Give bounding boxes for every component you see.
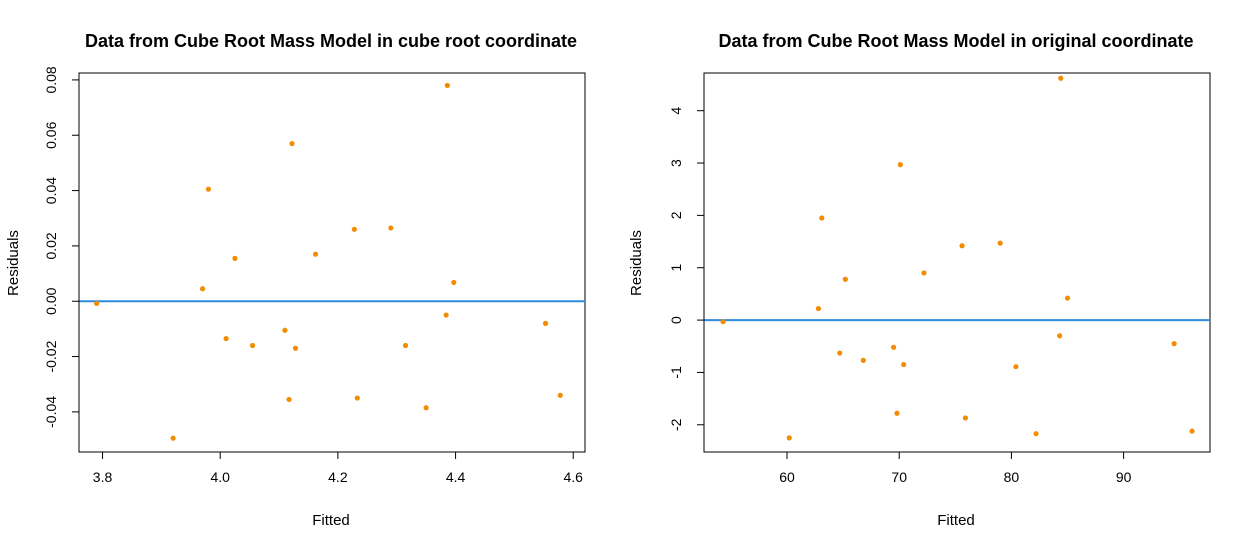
right-y-tick-label: -2 — [668, 418, 684, 431]
right-data-point — [891, 344, 897, 350]
left-data-point — [282, 327, 288, 333]
right-data-point — [837, 350, 843, 356]
left-x-axis-label: Fitted — [312, 512, 350, 529]
right-x-tick-label: 60 — [779, 469, 795, 485]
left-x-tick-label: 4.2 — [328, 469, 348, 485]
left-data-point — [232, 255, 238, 261]
left-data-point — [292, 345, 299, 351]
left-y-tick-label: 0.08 — [43, 66, 59, 93]
left-y-tick-label: 0.04 — [43, 177, 59, 204]
left-chart-title: Data from Cube Root Mass Model in cube r… — [85, 31, 577, 51]
right-chart-title: Data from Cube Root Mass Model in origin… — [718, 31, 1193, 51]
left-data-point — [205, 186, 212, 192]
left-plot-frame — [78, 72, 586, 453]
left-data-point — [94, 300, 100, 307]
right-x-tick-label: 90 — [1116, 469, 1132, 485]
right-x-tick-label: 80 — [1004, 469, 1020, 485]
left-x-tick-label: 4.4 — [446, 469, 466, 485]
left-data-point — [351, 226, 357, 232]
right-data-point — [1057, 333, 1063, 339]
right-data-point — [959, 243, 965, 249]
left-data-point — [354, 395, 360, 401]
right-scatter-panel: Data from Cube Root Mass Model in origin… — [628, 31, 1211, 529]
left-data-point — [451, 279, 457, 286]
right-data-point — [842, 276, 848, 282]
right-data-point — [1171, 341, 1177, 347]
left-y-axis-label: Residuals — [5, 230, 22, 296]
right-data-point — [815, 305, 822, 312]
right-y-tick-label: 0 — [668, 316, 684, 324]
left-data-point — [423, 405, 429, 411]
right-y-tick-label: 3 — [668, 159, 684, 167]
left-data-point — [542, 320, 549, 326]
left-data-point — [170, 435, 176, 441]
right-data-point — [720, 319, 726, 325]
left-data-point — [199, 286, 206, 292]
right-y-axis-label: Residuals — [628, 230, 645, 296]
right-data-point — [786, 435, 792, 441]
right-y-tick-label: -1 — [668, 366, 684, 379]
left-data-point — [557, 392, 563, 398]
right-y-tick-label: 1 — [668, 264, 684, 272]
left-x-tick-label: 4.6 — [563, 469, 583, 485]
left-data-point — [444, 82, 450, 89]
right-y-tick-label: 4 — [668, 107, 684, 115]
left-data-point — [223, 335, 229, 342]
left-data-point — [388, 225, 394, 231]
right-data-point — [1189, 428, 1195, 434]
right-data-point — [1013, 364, 1019, 370]
right-data-point — [860, 357, 866, 363]
left-data-point — [286, 396, 292, 403]
right-x-axis-label: Fitted — [937, 512, 975, 529]
right-y-tick-label: 2 — [668, 211, 684, 219]
right-data-point — [897, 162, 903, 168]
right-data-point — [901, 361, 907, 368]
right-plot-frame — [703, 72, 1211, 453]
left-data-point — [312, 251, 319, 257]
right-data-point — [819, 215, 825, 221]
right-data-point — [962, 415, 969, 421]
right-data-point — [1033, 431, 1039, 437]
right-x-tick-label: 70 — [891, 469, 907, 485]
left-x-tick-label: 4.0 — [210, 469, 230, 485]
right-data-point — [1058, 75, 1064, 81]
left-y-tick-label: 0.02 — [43, 232, 59, 259]
right-data-point — [894, 410, 900, 416]
left-data-point — [289, 140, 295, 147]
right-data-point — [997, 240, 1003, 246]
left-data-point — [443, 312, 449, 318]
left-data-point — [402, 342, 409, 349]
left-x-tick-label: 3.8 — [93, 469, 113, 485]
left-y-tick-label: 0.00 — [43, 287, 59, 314]
right-data-point — [921, 270, 927, 276]
left-y-tick-label: 0.06 — [43, 121, 59, 148]
right-data-point — [1064, 295, 1071, 301]
left-data-point — [249, 342, 256, 349]
left-y-tick-label: -0.02 — [43, 340, 59, 372]
left-y-tick-label: -0.04 — [43, 396, 59, 428]
left-scatter-panel: Data from Cube Root Mass Model in cube r… — [5, 31, 586, 529]
